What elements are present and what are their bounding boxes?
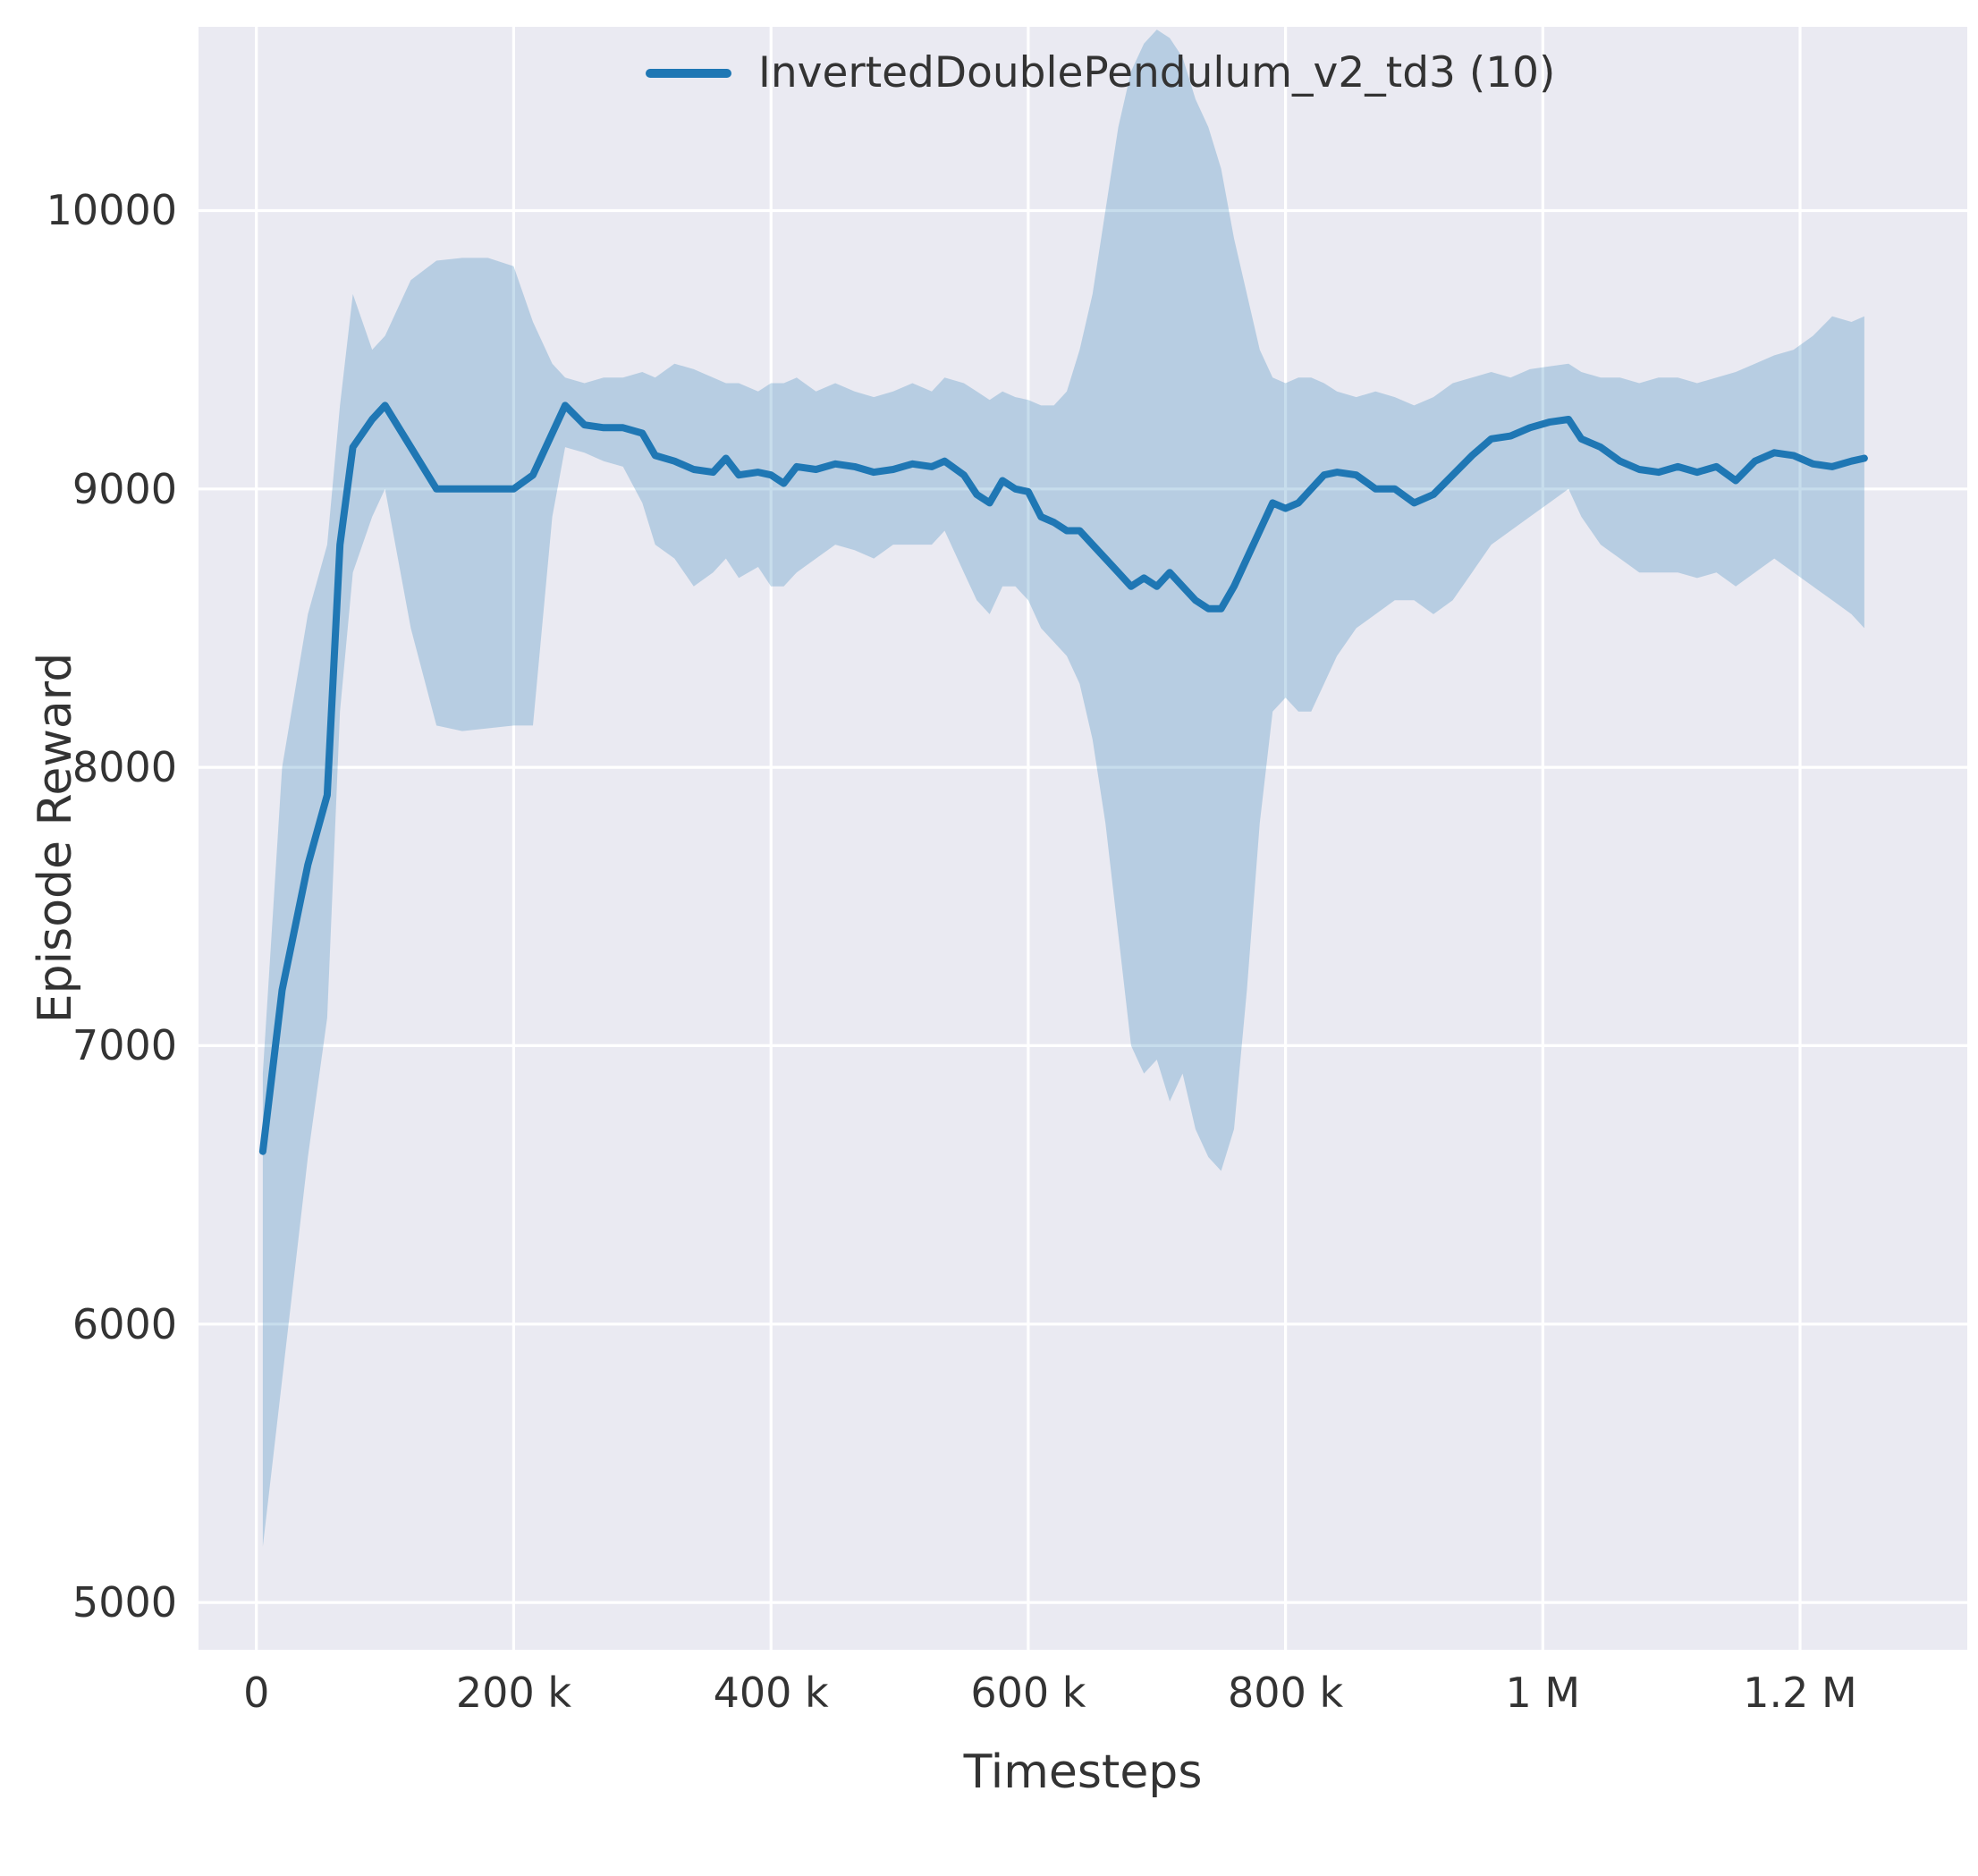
y-tick-label: 5000	[72, 1578, 177, 1627]
y-tick-label: 10000	[46, 186, 177, 235]
mean-line	[258, 401, 1868, 1155]
confidence-band	[262, 30, 1864, 1547]
x-tick-label: 800 k	[1228, 1669, 1344, 1717]
x-tick-label: 0	[243, 1669, 270, 1717]
plot-background	[199, 27, 1967, 1650]
y-tick-label: 7000	[72, 1021, 177, 1070]
legend-line-swatch	[646, 68, 731, 78]
plot-area: InvertedDoublePendulum_v2_td3 (10)	[199, 27, 1967, 1650]
x-tick-label: 600 k	[970, 1669, 1086, 1717]
legend-label: InvertedDoublePendulum_v2_td3 (10)	[758, 48, 1556, 97]
x-tick-label: 1.2 M	[1743, 1669, 1857, 1717]
x-tick-label: 1 M	[1505, 1669, 1581, 1717]
legend: InvertedDoublePendulum_v2_td3 (10)	[646, 48, 1555, 97]
x-tick-label: 400 k	[713, 1669, 829, 1717]
x-tick-label: 200 k	[455, 1669, 571, 1717]
y-axis-title: Episode Reward	[29, 652, 82, 1024]
y-tick-label: 8000	[72, 743, 177, 792]
y-tick-label: 9000	[72, 464, 177, 513]
y-tick-label: 6000	[72, 1299, 177, 1348]
x-axis-title: Timesteps	[963, 1745, 1203, 1799]
line-chart	[199, 27, 1967, 1650]
